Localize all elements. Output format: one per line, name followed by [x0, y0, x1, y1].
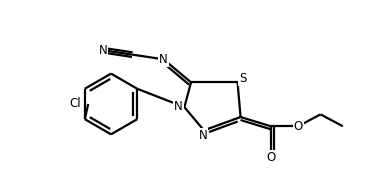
- Text: N: N: [199, 129, 208, 142]
- Text: Cl: Cl: [70, 97, 81, 111]
- Text: N: N: [174, 100, 183, 113]
- Text: S: S: [239, 72, 247, 86]
- Text: N: N: [99, 44, 107, 57]
- Text: O: O: [266, 151, 276, 164]
- Text: N: N: [159, 53, 168, 66]
- Text: O: O: [294, 120, 303, 133]
